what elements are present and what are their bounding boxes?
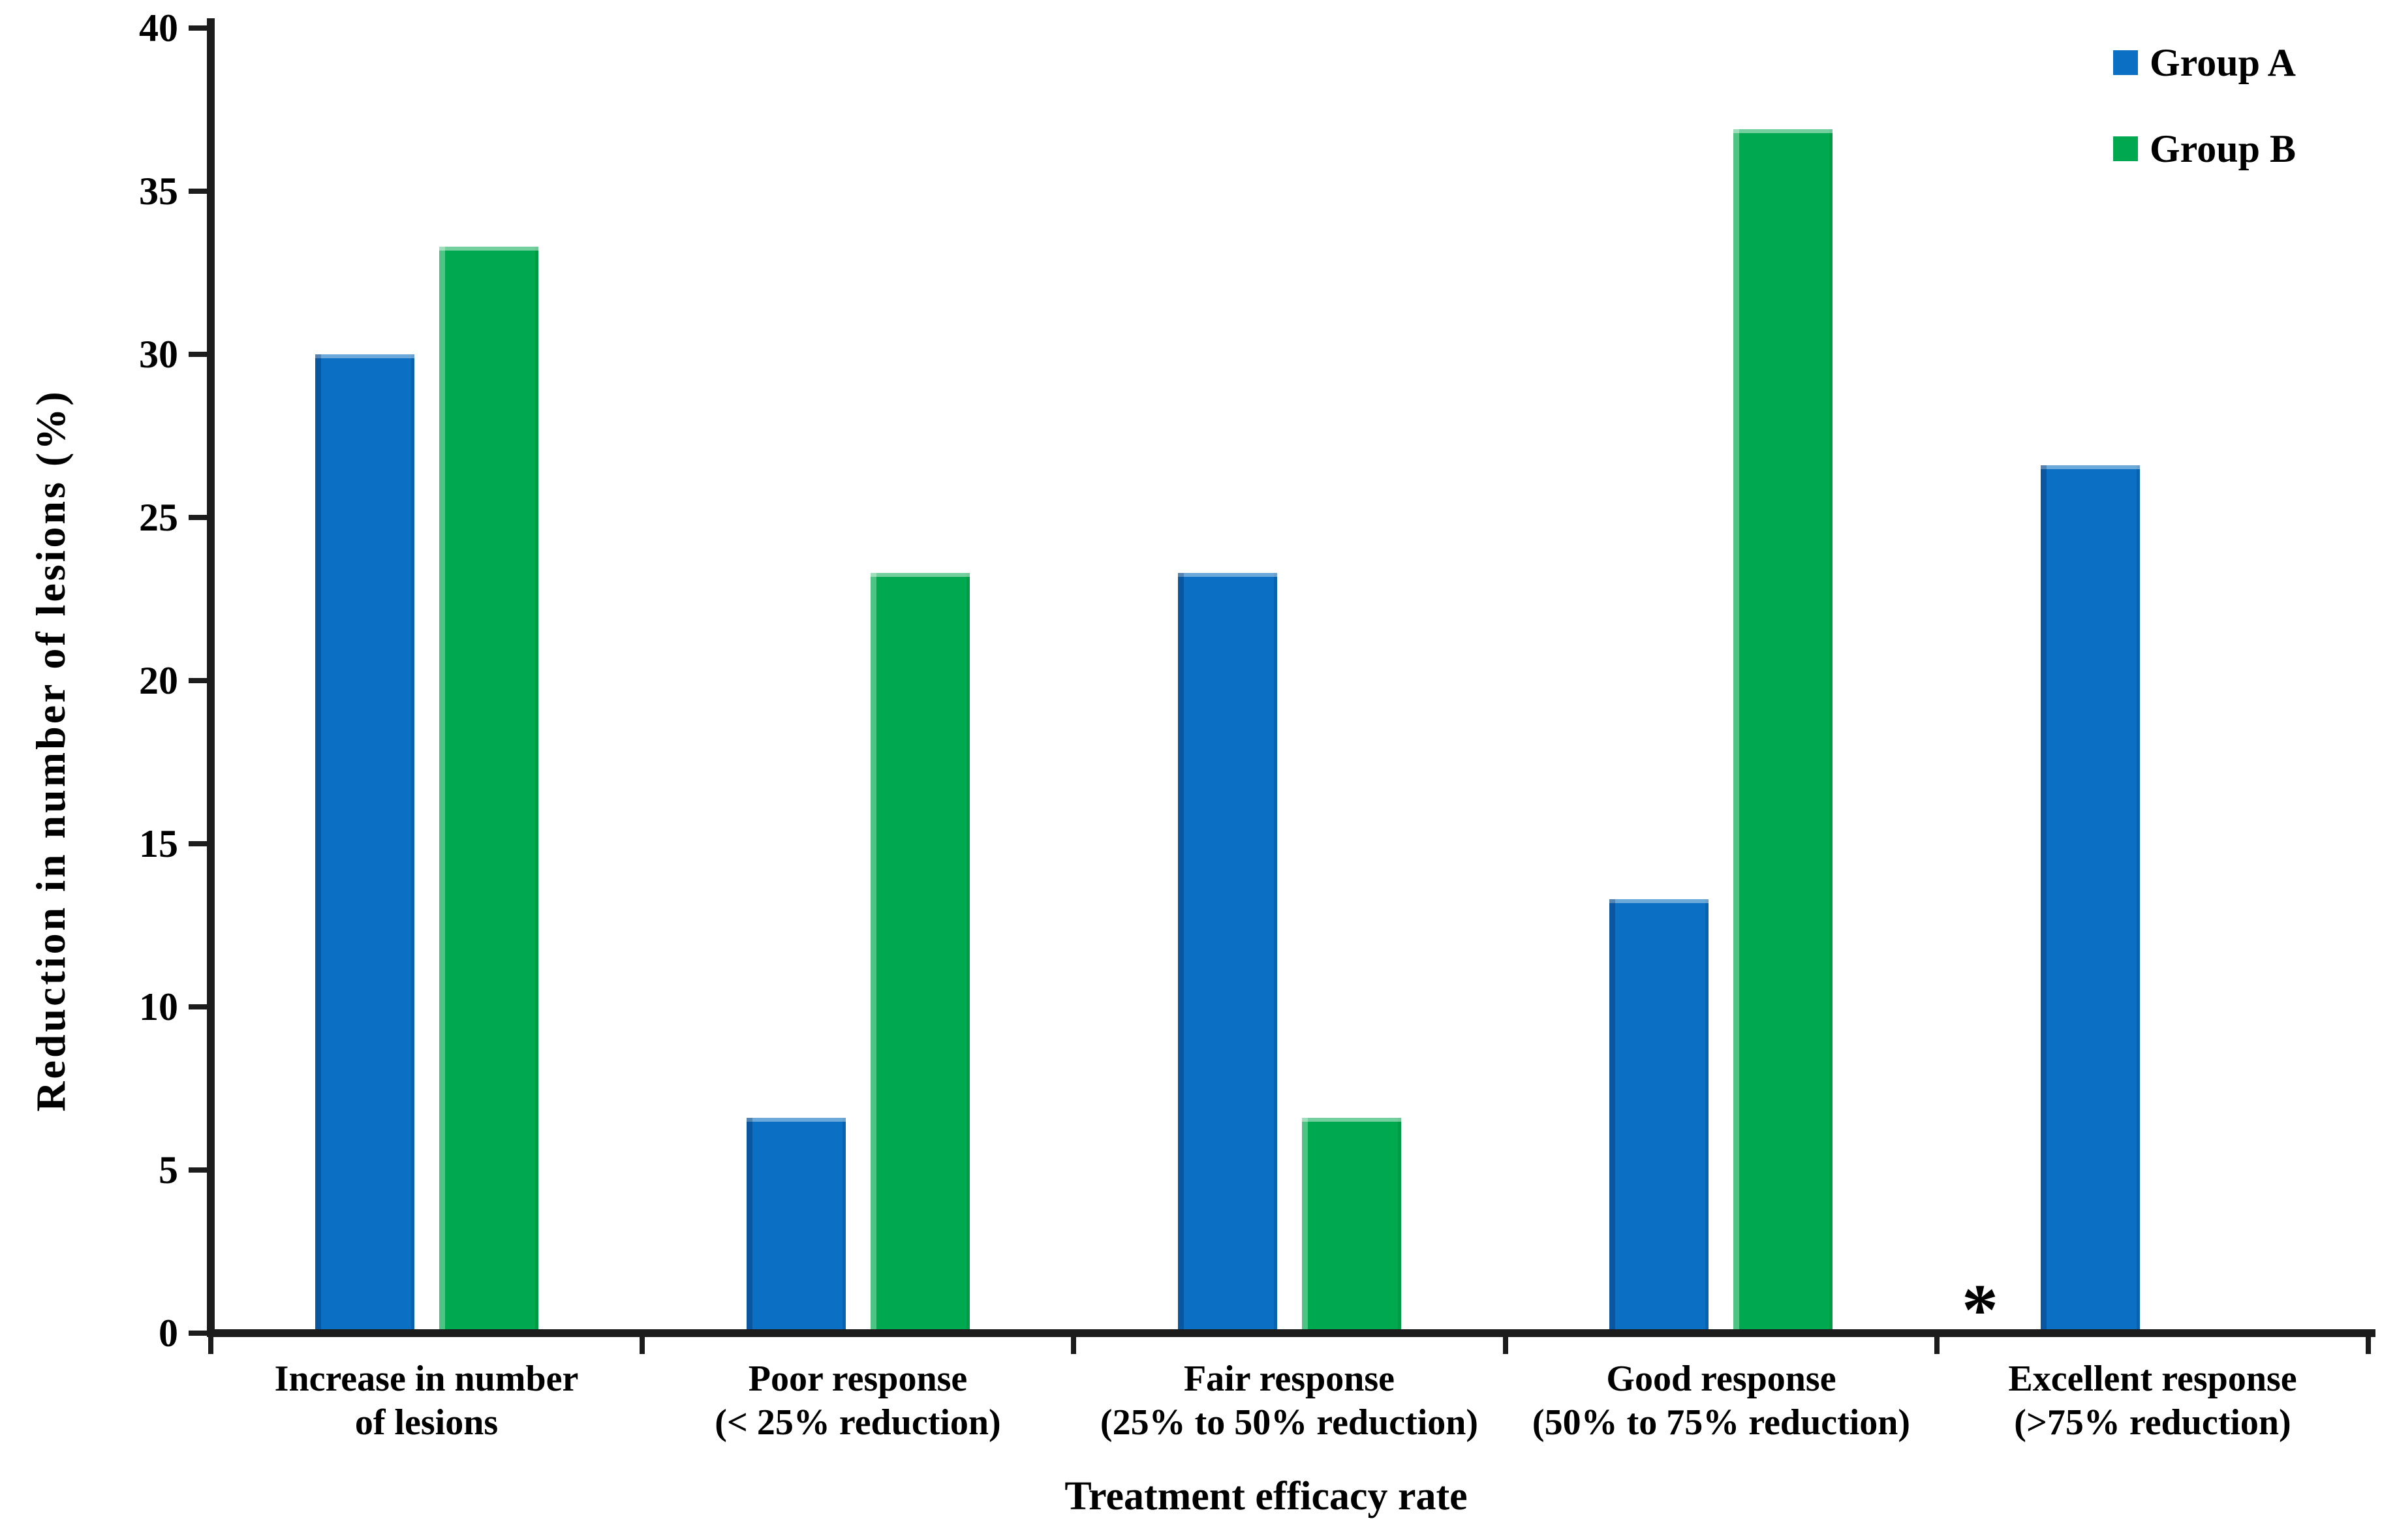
x-category-label-1: Increase in number of lesions: [274, 1359, 579, 1443]
y-tick-label-10: 10: [139, 985, 178, 1028]
y-tick-0: [189, 1331, 207, 1336]
x-axis-title: Treatment efficacy rate: [1064, 1474, 1468, 1518]
x-category-label-5: Excellent response (>75% reduction): [2008, 1359, 2297, 1443]
legend-item-group-b: Group B: [2113, 127, 2296, 171]
y-tick-40: [189, 25, 207, 31]
bar-group-b-cat1: [439, 247, 538, 1333]
y-tick-30: [189, 352, 207, 357]
y-tick-5: [189, 1167, 207, 1173]
y-tick-10: [189, 1004, 207, 1009]
bar-group-b-cat4: [1733, 129, 1833, 1333]
y-tick-25: [189, 515, 207, 520]
x-tick-boundary-3: [1503, 1337, 1508, 1354]
x-tick-boundary-2: [1071, 1337, 1076, 1354]
significance-asterisk: *: [1962, 1270, 1998, 1351]
x-tick-boundary-0: [208, 1337, 213, 1354]
legend: Group A Group B: [2113, 40, 2296, 213]
x-axis-line: [207, 1329, 2375, 1337]
legend-swatch-icon: [2113, 50, 2138, 75]
y-tick-label-25: 25: [139, 496, 178, 539]
y-tick-label-0: 0: [159, 1312, 178, 1355]
y-axis-line: [207, 18, 215, 1333]
x-category-label-4: Good response (50% to 75% reduction): [1532, 1359, 1911, 1443]
bar-group-b-cat3: [1302, 1118, 1401, 1333]
x-tick-boundary-1: [640, 1337, 645, 1354]
y-tick-35: [189, 189, 207, 194]
x-tick-boundary-5: [2366, 1337, 2371, 1354]
y-tick-label-15: 15: [139, 822, 178, 865]
y-tick-label-30: 30: [139, 333, 178, 376]
bar-group-b-cat2: [871, 573, 970, 1333]
y-tick-label-35: 35: [139, 170, 178, 213]
bar-group-a-cat5: [2041, 465, 2140, 1333]
bar-group-a-cat2: [747, 1118, 846, 1333]
y-tick-20: [189, 678, 207, 683]
legend-item-group-a: Group A: [2113, 40, 2296, 85]
y-tick-label-20: 20: [139, 659, 178, 702]
legend-label: Group B: [2150, 127, 2296, 170]
x-category-label-3: Fair response (25% to 50% reduction): [1100, 1359, 1479, 1443]
legend-label: Group A: [2150, 41, 2296, 84]
bar-group-a-cat1: [315, 354, 414, 1333]
y-tick-15: [189, 841, 207, 846]
x-tick-boundary-4: [1934, 1337, 1940, 1354]
y-tick-label-5: 5: [159, 1148, 178, 1192]
x-category-label-2: Poor response (< 25% reduction): [715, 1359, 1001, 1443]
bar-group-a-cat4: [1609, 899, 1709, 1333]
bar-group-a-cat3: [1178, 573, 1277, 1333]
legend-swatch-icon: [2113, 136, 2138, 161]
y-tick-label-40: 40: [139, 7, 178, 50]
